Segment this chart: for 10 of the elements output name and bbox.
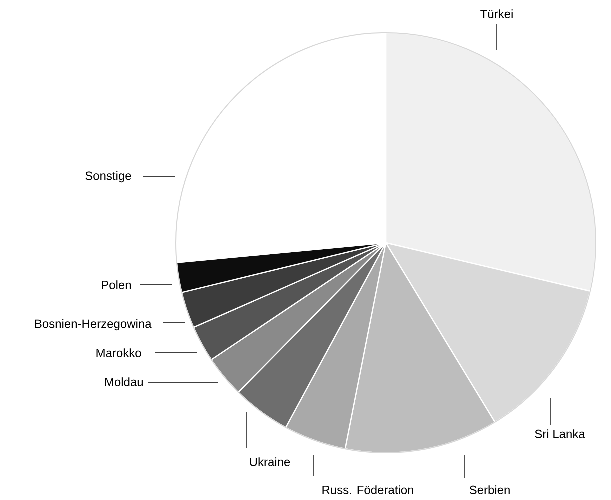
slice-label: Sonstige <box>86 171 132 183</box>
slice-label: Polen <box>102 280 132 290</box>
slice-label: Serbien <box>470 486 510 494</box>
slice-label: Marokko <box>96 348 142 358</box>
slice-label: Russ. Föderation <box>322 486 414 494</box>
slice-label: Bosnien-Herzegowina <box>35 319 152 331</box>
slice-label: Moldau <box>105 378 144 386</box>
slice-label: Ukraine <box>250 458 290 466</box>
slice-label: Sri Lanka <box>535 430 586 438</box>
slice-label: Türkei <box>480 10 513 18</box>
